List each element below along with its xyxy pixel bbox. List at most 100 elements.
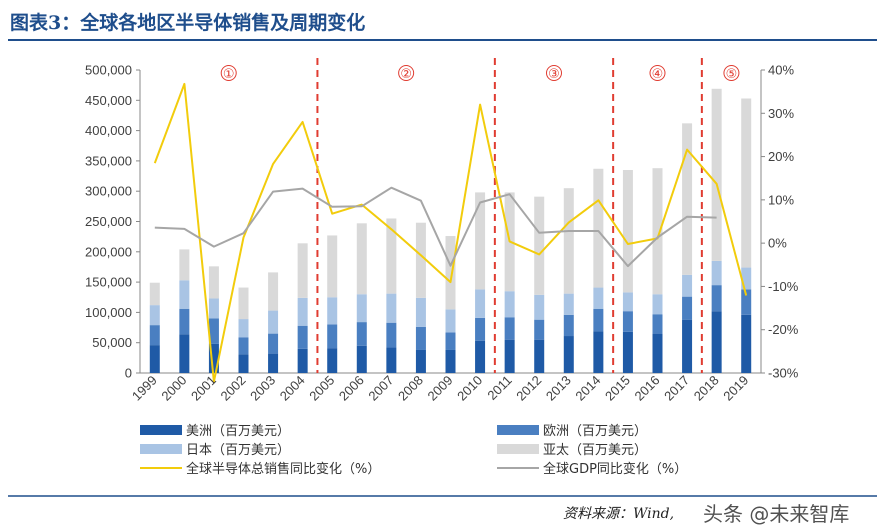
legend-label: 美洲（百万美元）	[186, 424, 290, 439]
bar-asia-pacific	[179, 249, 190, 281]
line-series	[153, 82, 748, 383]
y-right-tick-label: -10%	[768, 279, 799, 294]
bar-japan	[711, 260, 722, 286]
bar-japan	[208, 298, 219, 319]
legend-swatch	[140, 444, 182, 454]
bar-americas	[386, 347, 397, 373]
legend-swatch	[140, 425, 182, 435]
y-right-tick-label: 0%	[768, 236, 787, 251]
x-tick-label: 2017	[661, 373, 692, 404]
bar-americas	[179, 334, 190, 373]
y-left-tick-label: 200,000	[85, 244, 132, 259]
bar-japan	[297, 297, 308, 326]
watermark: 头条 @未来智库	[703, 502, 849, 526]
legend-swatch	[497, 444, 539, 454]
x-tick-label: 2003	[247, 373, 278, 404]
bar-americas	[711, 311, 722, 373]
x-tick-label: 2004	[277, 373, 308, 404]
bar-americas	[268, 353, 279, 373]
bar-europe	[356, 322, 367, 346]
x-axis-ticks: 1999200020012002200320042005200620072008…	[129, 373, 751, 404]
legend: 美洲（百万美元） 欧洲（百万美元） 日本（百万美元） 亚太（百万美元） 全球半导体总销售…	[140, 424, 687, 477]
bar-americas	[327, 348, 338, 373]
source-note: 资料来源：Wind,	[563, 506, 674, 522]
bar-americas	[415, 349, 426, 373]
bar-europe	[268, 333, 279, 354]
bar-japan	[652, 294, 663, 315]
bar-asia-pacific	[593, 168, 604, 288]
y-left-tick-label: 150,000	[85, 275, 132, 290]
y-right-tick-label: 20%	[768, 149, 794, 164]
bar-asia-pacific	[475, 192, 486, 290]
bar-americas	[208, 343, 219, 373]
bar-europe	[238, 337, 249, 355]
x-tick-label: 2018	[691, 373, 722, 404]
bar-asia-pacific	[534, 196, 545, 295]
line-global-gdp-yoy	[154, 186, 717, 268]
y-right-tick-label: 30%	[768, 106, 794, 121]
x-tick-label: 2012	[513, 373, 544, 404]
x-tick-label: 2008	[395, 373, 426, 404]
bar-europe	[475, 317, 486, 341]
bar-europe	[327, 324, 338, 349]
bar-japan	[356, 294, 367, 323]
bar-europe	[622, 311, 633, 332]
x-tick-label: 2000	[158, 373, 189, 404]
bar-japan	[386, 293, 397, 323]
bar-asia-pacific	[208, 266, 219, 299]
bar-americas	[445, 349, 456, 373]
bar-europe	[504, 317, 515, 340]
y-left-tick-label: 50,000	[92, 335, 132, 350]
bar-japan	[238, 319, 249, 338]
cycle-label-ring	[398, 65, 415, 81]
y-left-tick-label: 300,000	[85, 184, 132, 199]
bar-asia-pacific	[741, 98, 752, 268]
bar-japan	[327, 297, 338, 325]
y-left-tick-label: 500,000	[85, 63, 132, 78]
bar-japan	[179, 280, 190, 309]
x-tick-label: 2006	[336, 373, 367, 404]
bar-europe	[149, 325, 160, 346]
bar-americas	[563, 336, 574, 373]
bar-europe	[652, 314, 663, 334]
bar-americas	[504, 339, 515, 373]
bar-europe	[563, 314, 574, 337]
bar-americas	[356, 345, 367, 373]
bar-americas	[593, 331, 604, 373]
bar-americas	[622, 331, 633, 373]
y-left-tick-label: 400,000	[85, 123, 132, 138]
bar-series	[149, 88, 752, 373]
x-tick-label: 2011	[484, 373, 514, 403]
bar-asia-pacific	[238, 287, 249, 320]
bar-americas	[652, 333, 663, 373]
bar-americas	[238, 354, 249, 373]
bar-asia-pacific	[386, 218, 397, 294]
y-right-tick-label: 10%	[768, 192, 794, 207]
bar-europe	[593, 308, 604, 332]
legend-label: 全球GDP同比变化（%）	[543, 461, 687, 477]
bar-japan	[563, 293, 574, 315]
bar-europe	[208, 318, 219, 344]
legend-label: 全球半导体总销售同比变化（%）	[186, 461, 380, 477]
bar-asia-pacific	[297, 243, 308, 298]
x-tick-label: 2016	[632, 373, 663, 404]
bar-europe	[386, 322, 397, 348]
bar-europe	[297, 325, 308, 349]
x-tick-label: 2014	[572, 373, 603, 404]
bar-asia-pacific	[415, 222, 426, 298]
bar-japan	[682, 274, 693, 297]
bar-japan	[415, 297, 426, 327]
cycle-label: ④	[652, 67, 664, 82]
bar-americas	[682, 319, 693, 373]
x-tick-label: 2019	[720, 373, 751, 404]
bar-asia-pacific	[622, 169, 633, 293]
bar-asia-pacific	[682, 123, 693, 275]
y-left-tick-label: 0	[125, 366, 132, 381]
bar-japan	[149, 305, 160, 326]
bar-europe	[415, 326, 426, 350]
cycle-label: ①	[223, 67, 235, 82]
legend-label: 亚太（百万美元）	[543, 443, 647, 458]
y-right-tick-label: 40%	[768, 63, 794, 78]
bar-europe	[741, 289, 752, 315]
